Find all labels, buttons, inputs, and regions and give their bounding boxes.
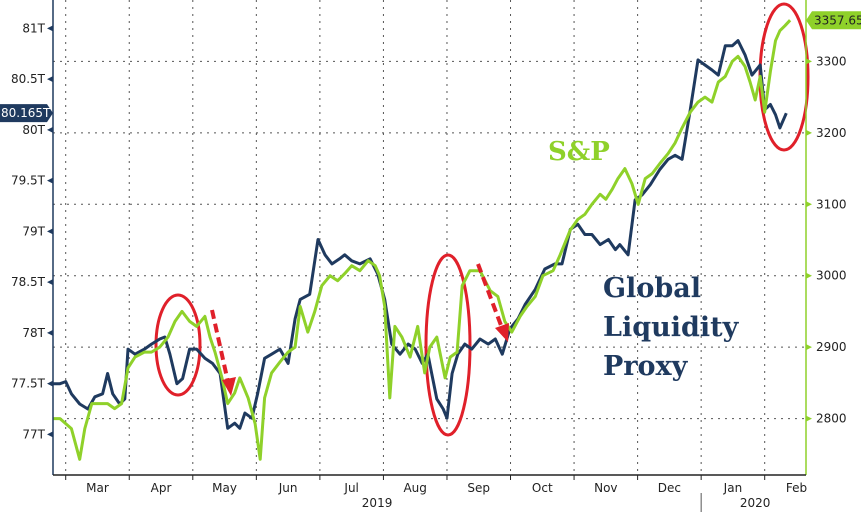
sp-last-value-tag bbox=[806, 11, 861, 30]
x-tick-label: Feb bbox=[786, 481, 807, 495]
right-tick-marker bbox=[806, 415, 812, 422]
highlight-ellipse-april bbox=[154, 293, 202, 397]
series-layer bbox=[53, 19, 792, 461]
x-tick-label: Aug bbox=[403, 481, 426, 495]
right-tick-label: 3300 bbox=[816, 54, 847, 68]
highlight-annotations bbox=[154, 2, 810, 437]
left-tick-label: 80T bbox=[22, 123, 45, 137]
dashed-arrow-may bbox=[210, 309, 230, 383]
liquidity-last-value-tag bbox=[0, 104, 53, 123]
highlight-ellipse-august bbox=[424, 253, 472, 437]
arrow-head-may bbox=[222, 377, 236, 396]
left-tick-marker bbox=[47, 380, 53, 387]
left-tick-marker bbox=[47, 76, 53, 83]
x-tick-label: Dec bbox=[658, 481, 681, 495]
arrow-annotations bbox=[210, 263, 509, 396]
right-tick-marker bbox=[806, 344, 812, 351]
left-tick-label: 79.5T bbox=[11, 174, 46, 188]
right-tick-marker bbox=[806, 201, 812, 208]
right-tick-label: 3100 bbox=[816, 197, 847, 211]
right-tick-label: 2800 bbox=[816, 412, 847, 426]
right-tick-label: 3000 bbox=[816, 269, 847, 283]
left-tick-marker bbox=[47, 279, 53, 286]
left-tick-marker bbox=[47, 329, 53, 336]
x-tick-label: Apr bbox=[151, 481, 172, 495]
left-tick-label: 81T bbox=[22, 21, 45, 35]
left-tick-marker bbox=[47, 25, 53, 32]
left-tick-label: 80.5T bbox=[11, 72, 46, 86]
left-tick-label: 77T bbox=[22, 427, 45, 441]
series-line-liquidity bbox=[53, 39, 788, 430]
series-line-sp bbox=[53, 19, 792, 461]
right-tick-label: 3200 bbox=[816, 126, 847, 140]
left-tick-marker bbox=[47, 228, 53, 235]
arrow-head-september bbox=[495, 323, 509, 342]
series-labels: S&P Global Liquidity Proxy bbox=[548, 137, 740, 382]
liquidity-label-line-3: Proxy bbox=[603, 351, 689, 382]
sp-last-value: 3357.65 bbox=[814, 13, 861, 27]
x-tick-label: Jun bbox=[278, 481, 298, 495]
left-tick-marker bbox=[47, 431, 53, 438]
liquidity-label-line-2: Liquidity bbox=[603, 312, 740, 343]
year-label: 2020 bbox=[740, 496, 771, 510]
grid bbox=[53, 0, 806, 475]
x-tick-label: Sep bbox=[467, 481, 490, 495]
x-tick-label: Oct bbox=[532, 481, 553, 495]
x-tick-label: Jan bbox=[723, 481, 743, 495]
left-tick-label: 78.5T bbox=[11, 275, 46, 289]
left-tick-label: 77.5T bbox=[11, 377, 46, 391]
left-tick-label: 79T bbox=[22, 224, 45, 238]
x-tick-label: Nov bbox=[594, 481, 617, 495]
dashed-arrow-september bbox=[476, 263, 504, 329]
right-tick-label: 2900 bbox=[816, 340, 847, 354]
right-tick-marker bbox=[806, 129, 812, 136]
left-tick-label: 78T bbox=[22, 326, 45, 340]
left-tick-marker bbox=[47, 126, 53, 133]
right-tick-marker bbox=[806, 58, 812, 65]
right-tick-marker bbox=[806, 272, 812, 279]
year-label: 2019 bbox=[362, 496, 393, 510]
x-tick-label: May bbox=[212, 481, 237, 495]
liquidity-label-line-1: Global bbox=[603, 273, 701, 304]
liquidity-last-value: 80.165T bbox=[1, 106, 51, 120]
left-tick-marker bbox=[47, 177, 53, 184]
x-tick-label: Jul bbox=[343, 481, 358, 495]
x-tick-label: Mar bbox=[86, 481, 109, 495]
sp-label: S&P bbox=[548, 137, 610, 167]
